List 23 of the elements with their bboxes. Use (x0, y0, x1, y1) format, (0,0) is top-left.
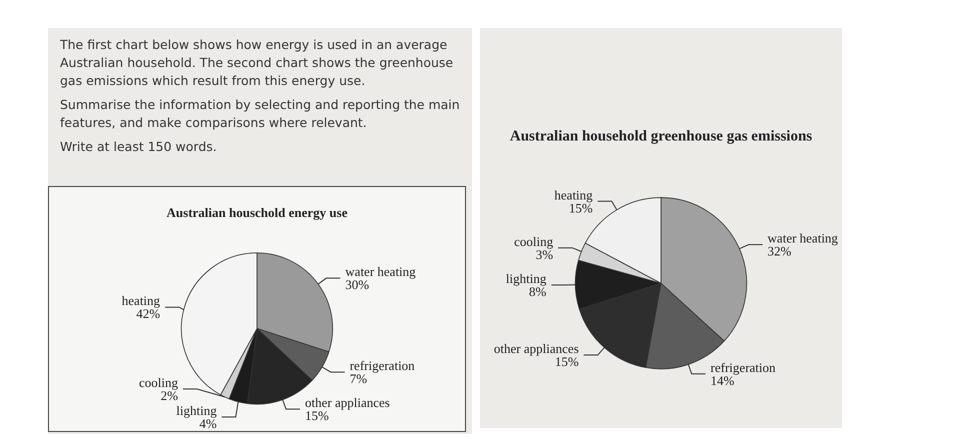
slice-label: cooling (514, 234, 554, 249)
slice-label: heating (554, 187, 594, 202)
chart-title: Australian household greenhouse gas emissions (510, 128, 812, 144)
data-label: 32% (768, 244, 792, 259)
data-label: 15% (554, 354, 579, 370)
data-label: 30% (345, 277, 370, 292)
slice-label: water heating (345, 264, 416, 280)
slice-label: water heating (768, 230, 838, 246)
slice-label: refrigeration (350, 358, 416, 374)
data-label: 7% (350, 371, 368, 386)
data-label: 15% (305, 408, 330, 424)
slice-label: lighting (176, 403, 218, 418)
text: The first chart below shows how energy is used in an average Australian household. The second chart shows the greenhouse gas emissions which result from this energy use. (60, 36, 454, 90)
slice-label: other appliances (305, 395, 390, 410)
data-label: 14% (710, 372, 735, 388)
slice-label: heating (122, 293, 161, 308)
slice-label: lighting (506, 270, 547, 286)
slice-label: other appliances (494, 341, 579, 356)
slice-label: refrigeration (710, 360, 776, 375)
chart-title: Australian houschold energy use (166, 205, 348, 220)
text: Write at least 150 words. (60, 138, 218, 156)
text: Summarise the information by selecting and reporting the main features, and make comparisons where relevant. (60, 96, 460, 132)
slice-label: cooling (138, 375, 178, 390)
